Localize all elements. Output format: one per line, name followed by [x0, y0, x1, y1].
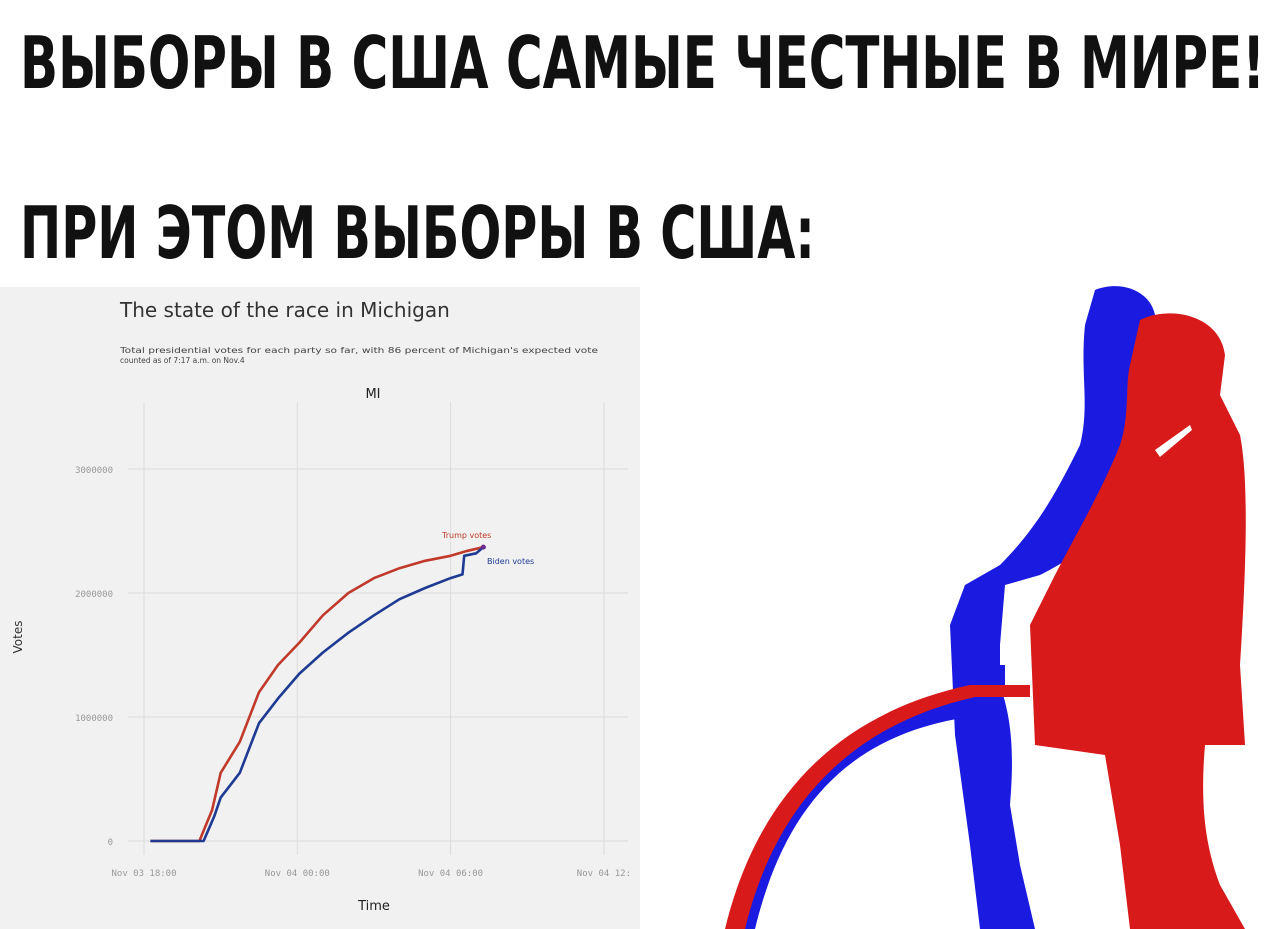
- headline-line-2: ПРИ ЭТОМ ВЫБОРЫ В США:: [20, 191, 815, 270]
- chart-subtitle-1: Total presidential votes for each party …: [119, 346, 599, 355]
- x-tick-label: Nov 04 00:00: [265, 869, 330, 879]
- x-axis-label: Time: [357, 899, 390, 914]
- x-tick-label: Nov 04 06:00: [418, 869, 483, 879]
- white-collar: [1155, 425, 1192, 457]
- chart-panel: The state of the race in Michigan Total …: [0, 287, 640, 929]
- red-silhouette: [725, 313, 1246, 929]
- series-endpoint: [480, 544, 486, 550]
- blue-silhouette: [730, 286, 1155, 929]
- series-label-biden: Biden votes: [487, 557, 534, 566]
- y-tick-label: 1000000: [75, 714, 113, 724]
- biden-trump-silhouette-illustration: [725, 286, 1246, 929]
- y-tick-label: 2000000: [75, 590, 113, 600]
- y-tick-label: 3000000: [75, 466, 113, 476]
- y-axis-label: Votes: [11, 621, 25, 654]
- x-tick-label: Nov 03 18:00: [111, 869, 176, 879]
- michigan-vote-chart: The state of the race in Michigan Total …: [11, 298, 631, 914]
- headline-line-1: ВЫБОРЫ В США САМЫЕ ЧЕСТНЫЕ В МИРЕ!: [20, 21, 1265, 105]
- y-tick-label: 0: [108, 838, 113, 848]
- series-label-trump: Trump votes: [441, 531, 491, 540]
- meme-headline: ВЫБОРЫ В США САМЫЕ ЧЕСТНЫЕ В МИРЕ! ПРИ Э…: [20, 21, 1265, 270]
- series-line-biden: [150, 546, 485, 843]
- series-line-trump: [150, 545, 484, 843]
- facet-label: MI: [365, 387, 380, 402]
- x-tick-label: Nov 04 12:: [577, 869, 631, 879]
- chart-title: The state of the race in Michigan: [119, 298, 450, 322]
- chart-subtitle-2: counted as of 7:17 a.m. on Nov.4: [120, 356, 245, 365]
